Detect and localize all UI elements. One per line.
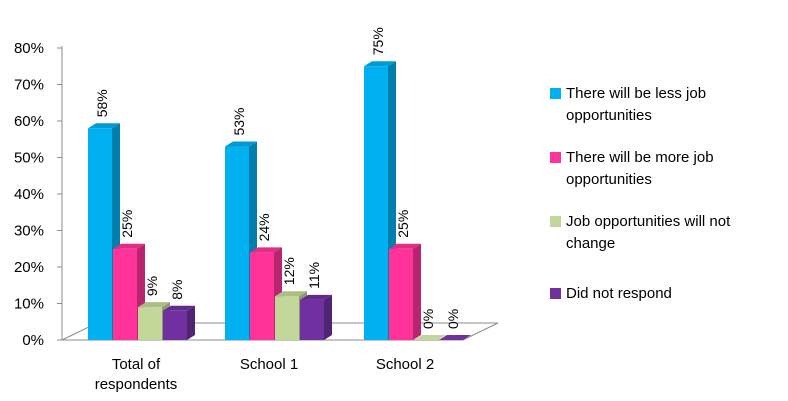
category-label: School 1 [240,356,298,373]
data-label: 12% [281,257,297,285]
y-tick-label: 70% [14,77,44,94]
bar-side [324,294,332,340]
legend-item: There will be more job opportunities [550,149,714,188]
data-label: 25% [395,210,411,238]
data-label: 53% [231,108,247,136]
bar-flat [439,335,471,340]
data-label: 8% [169,280,185,300]
data-labels: 58% 25% 9% 8% 53% 24% 12% 11% 75% 25% 0% 0% [94,27,461,329]
legend-swatch [550,288,561,299]
bar [439,335,471,340]
legend-label: There will be more job [566,149,714,166]
bar-front [113,248,137,340]
category-label: Total of [112,356,161,373]
data-label: 24% [256,213,272,241]
bar-top [250,247,282,253]
bar-top [389,243,421,249]
bar [163,305,195,340]
bar [414,335,446,340]
bar-top [300,294,332,300]
bar-top [138,302,170,308]
y-tick-label: 30% [14,223,44,240]
y-tick-label: 80% [14,40,44,57]
data-label: 25% [119,210,135,238]
bar-top [88,123,120,129]
data-label: 58% [94,89,110,117]
bar-side [187,305,195,340]
category-label: School 2 [376,356,434,373]
y-tick-label: 60% [14,113,44,130]
bar-front [300,299,324,340]
bar-front [138,307,162,340]
bar-front [275,296,299,340]
legend-item: Did not respond [550,285,672,302]
legend-item: Job opportunities will not change [550,213,731,252]
bar-top [364,61,396,67]
bar-front [163,310,187,340]
data-label: 9% [144,276,160,296]
legend-swatch [550,216,561,227]
y-axis: 0% 10% 20% 30% 40% 50% 60% 70% 80% [14,40,63,349]
legend: There will be less jobopportunitiesThere… [550,85,731,302]
y-tick-label: 40% [14,186,44,203]
bar-front [389,248,413,340]
legend-swatch [550,88,561,99]
bars [88,61,471,340]
bar [389,243,421,340]
bar-top [113,243,145,249]
y-tick-label: 0% [22,332,44,349]
legend-label: Did not respond [566,285,672,302]
data-label: 75% [370,27,386,55]
bar [250,247,282,340]
bar-top [275,291,307,297]
bar-front [88,128,112,340]
legend-label: opportunities [566,107,652,124]
legend-label: Job opportunities will not [566,213,731,230]
bar-front [364,66,388,340]
data-label: 11% [306,262,322,289]
bar-top [225,141,257,147]
bar-top [163,305,195,311]
bar-front [250,252,274,340]
legend-item: There will be less job opportunities [550,85,706,124]
data-label: 0% [445,309,461,329]
bar-flat [414,335,446,340]
data-label: 0% [420,309,436,329]
legend-label: There will be less job [566,85,706,102]
bar-side [413,243,421,340]
bar [88,123,120,340]
bar [300,294,332,340]
legend-label: opportunities [566,171,652,188]
category-labels: Total of respondents School 1 School 2 [95,356,434,393]
category-label: respondents [95,376,178,393]
y-tick-label: 10% [14,296,44,313]
y-tick-label: 20% [14,259,44,276]
bar-front [225,146,249,340]
y-tick-label: 50% [14,150,44,167]
legend-label: change [566,235,615,252]
legend-swatch [550,152,561,163]
